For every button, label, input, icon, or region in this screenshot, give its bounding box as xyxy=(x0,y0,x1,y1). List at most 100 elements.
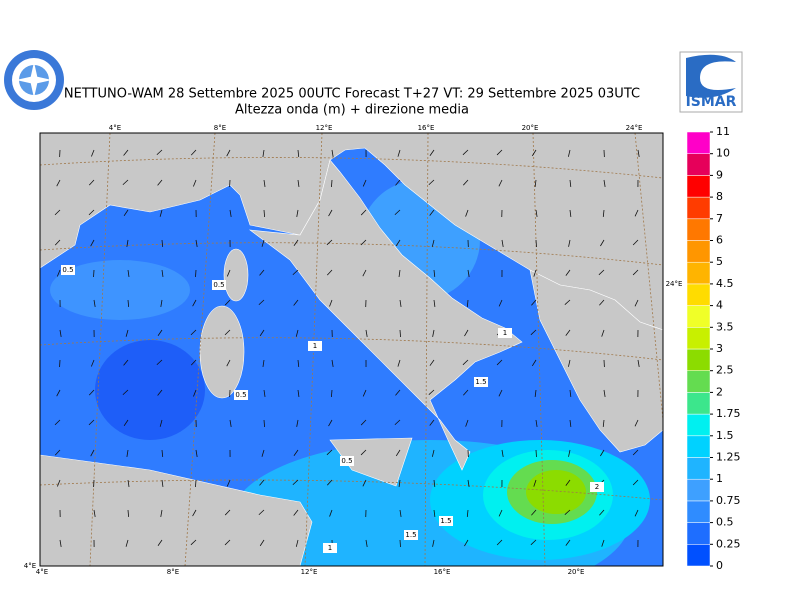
arrow xyxy=(156,149,163,156)
arrow xyxy=(88,209,95,216)
arrow xyxy=(398,269,401,277)
arrow xyxy=(637,359,640,367)
lon-label: 20°E xyxy=(568,568,585,576)
arrow xyxy=(362,269,367,277)
colorbar-segment xyxy=(686,218,711,241)
arrow xyxy=(463,179,469,186)
arrow xyxy=(127,509,130,518)
arrow xyxy=(297,359,300,368)
arrow xyxy=(602,419,605,428)
arrow xyxy=(569,389,572,397)
arrow xyxy=(534,389,537,397)
arrow xyxy=(462,359,469,366)
arrow xyxy=(296,209,299,217)
colorbar-label: 0.5 xyxy=(716,516,734,529)
arrow xyxy=(263,209,266,218)
arrow xyxy=(195,479,197,488)
arrow xyxy=(569,419,572,427)
lon-label: 16°E xyxy=(434,568,451,576)
colorbar-segment xyxy=(686,305,711,328)
colorbar-segment xyxy=(686,435,711,458)
arrow xyxy=(399,329,401,338)
arrow xyxy=(463,389,469,396)
arrow xyxy=(464,539,469,547)
map-frame xyxy=(39,132,664,567)
arrow xyxy=(54,239,61,246)
arrow xyxy=(159,419,163,427)
arrow xyxy=(263,179,266,187)
arrow xyxy=(159,209,163,217)
arrow xyxy=(531,299,537,306)
arrow xyxy=(399,509,402,517)
contour-label-box xyxy=(212,280,226,290)
arrow xyxy=(569,179,572,187)
lon-label: 12°E xyxy=(316,124,333,132)
arrow xyxy=(360,209,367,216)
colorbar-segment xyxy=(686,175,711,198)
arrow xyxy=(462,149,469,156)
arrow xyxy=(88,179,95,186)
arrow xyxy=(56,269,61,277)
arrow xyxy=(160,299,163,307)
colorbar-label: 11 xyxy=(716,125,730,138)
lon-label: 8°E xyxy=(214,124,226,132)
contour-label: 0.5 xyxy=(62,266,73,274)
arrow xyxy=(637,149,640,157)
arrow xyxy=(259,329,265,337)
arrow xyxy=(190,359,197,366)
arrow xyxy=(599,509,605,516)
arrow xyxy=(297,389,300,397)
arrow xyxy=(123,149,129,156)
arrow xyxy=(433,479,436,488)
colorbar-segment xyxy=(686,370,711,393)
arrow xyxy=(433,269,436,278)
arrow xyxy=(123,419,129,427)
subtitle: Altezza onda (m) + direzione media xyxy=(235,103,469,118)
arrow xyxy=(160,509,163,517)
arrow xyxy=(327,479,333,486)
arrow xyxy=(326,449,333,456)
contour-label: 1 xyxy=(313,342,317,350)
arrow xyxy=(329,509,333,517)
colorbar-label: 1.25 xyxy=(716,451,741,464)
arrow xyxy=(433,509,436,517)
arrow xyxy=(127,299,130,308)
arrow xyxy=(192,509,197,517)
arrow xyxy=(395,449,401,457)
arrow xyxy=(295,539,299,547)
arrow xyxy=(632,269,639,276)
arrow xyxy=(292,479,299,486)
lon-label: 4°E xyxy=(36,568,48,576)
arrow xyxy=(54,449,61,456)
contour-label-box xyxy=(308,341,322,351)
arrow xyxy=(123,359,129,366)
colorbar-segment xyxy=(686,478,711,502)
arrow xyxy=(535,209,538,217)
arrow xyxy=(331,389,333,398)
arrow xyxy=(161,479,164,487)
arrow xyxy=(195,449,198,457)
arrow xyxy=(93,299,96,307)
arrow xyxy=(362,179,367,187)
arrow xyxy=(226,269,231,277)
arrow xyxy=(224,539,231,546)
lon-label: 24°E xyxy=(626,124,643,132)
arrow xyxy=(598,269,605,276)
colorbar-label: 8 xyxy=(716,190,723,203)
arrow xyxy=(226,149,231,157)
arrow xyxy=(259,479,265,486)
colorbar-label: 2 xyxy=(716,385,723,398)
arrow xyxy=(603,389,606,397)
arrow xyxy=(329,299,333,307)
arrow xyxy=(259,269,265,276)
contour-label: 1.5 xyxy=(405,531,416,539)
contour-label-box xyxy=(340,456,354,466)
arrow xyxy=(429,149,435,156)
arrow xyxy=(567,149,571,157)
arrow xyxy=(632,479,639,486)
arrow xyxy=(568,239,571,247)
arrow xyxy=(56,389,61,397)
colorbar-segment xyxy=(686,457,711,480)
arrow xyxy=(190,149,197,156)
title: NETTUNO-WAM 28 Settembre 2025 00UTC Fore… xyxy=(64,87,640,102)
